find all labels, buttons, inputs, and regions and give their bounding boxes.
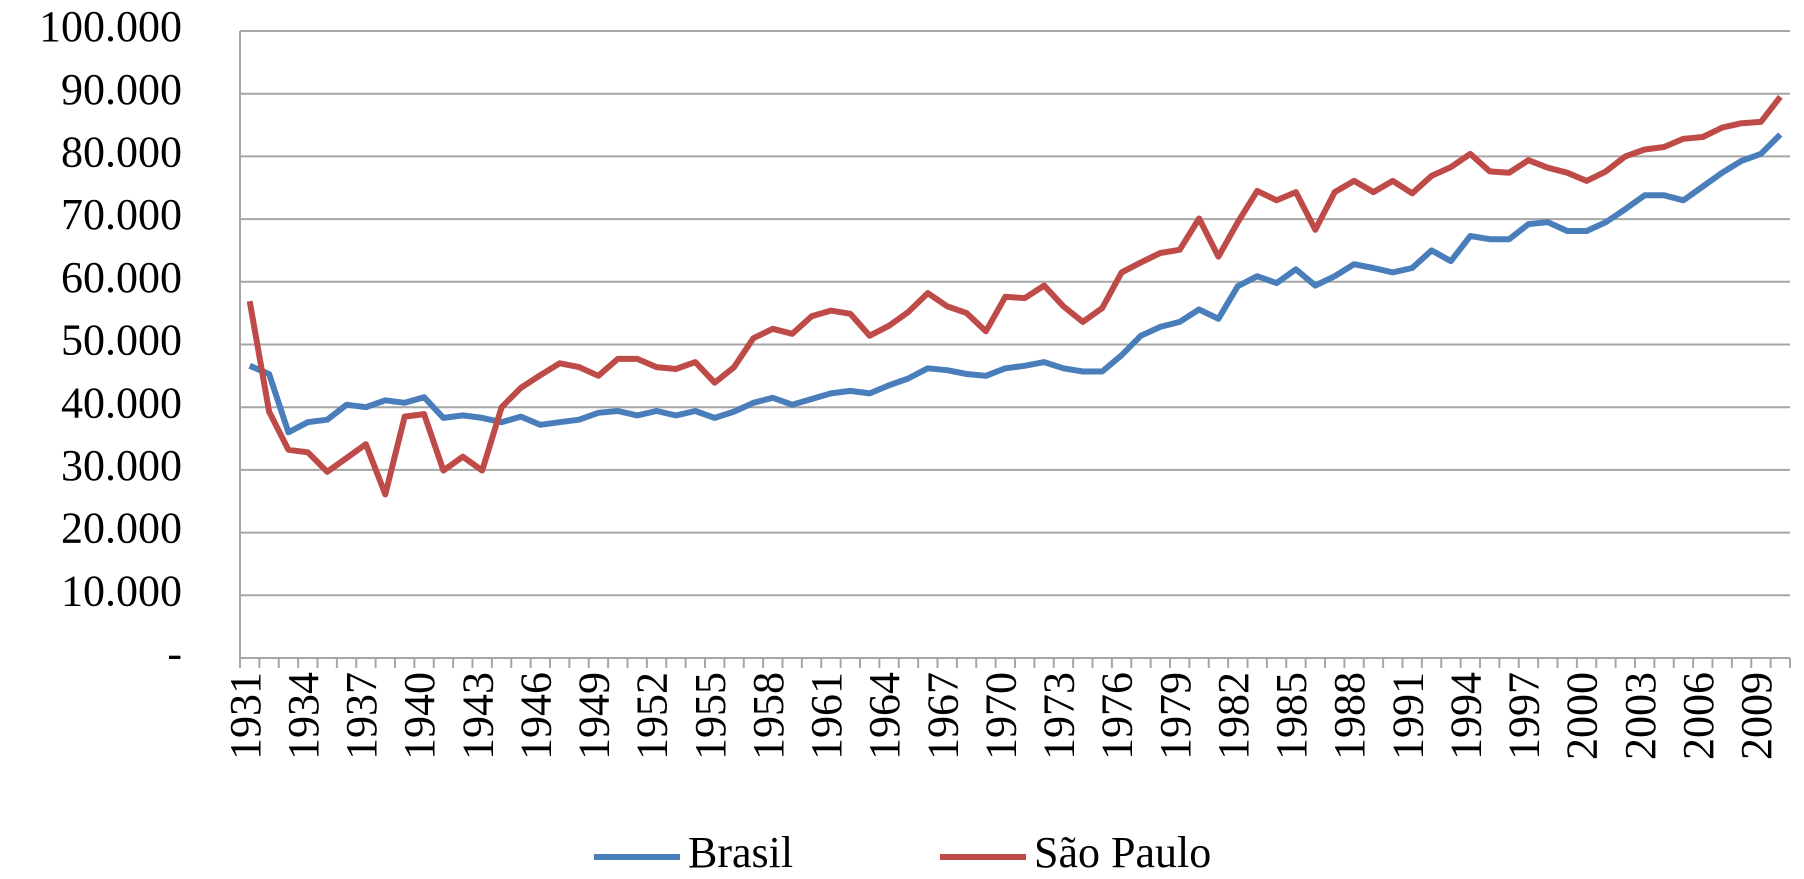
x-tick-label: 1955: [686, 672, 735, 760]
y-tick-label: 70.000: [61, 190, 182, 239]
x-tick-label: 1958: [744, 672, 793, 760]
x-tick-label: 2003: [1616, 672, 1665, 760]
y-tick-label: -: [167, 629, 182, 678]
y-tick-label: 20.000: [61, 504, 182, 553]
x-tick-label: 1949: [570, 672, 619, 760]
x-tick-label: 1931: [221, 672, 270, 760]
x-tick-label: 1997: [1500, 672, 1549, 760]
x-tick-label: 1985: [1267, 672, 1316, 760]
x-tick-label: 1964: [860, 672, 909, 760]
y-tick-label: 90.000: [61, 65, 182, 114]
x-tick-label: 1934: [279, 672, 328, 760]
legend-label: São Paulo: [1034, 828, 1211, 877]
x-tick-label: 1952: [628, 672, 677, 760]
x-tick-label: 2009: [1732, 672, 1781, 760]
x-tick-label: 1982: [1209, 672, 1258, 760]
series-line: [246, 94, 1783, 498]
y-tick-label: 100.000: [39, 2, 182, 51]
y-tick-label: 40.000: [61, 378, 182, 427]
x-tick-label: 1967: [918, 672, 967, 760]
series-line: [248, 132, 1783, 436]
x-tick-label: 1994: [1441, 672, 1490, 760]
y-tick-label: 80.000: [61, 127, 182, 176]
x-tick-label: 1943: [453, 672, 502, 760]
x-tick-label: 2006: [1674, 672, 1723, 760]
y-tick-label: 60.000: [61, 253, 182, 302]
x-tick-label: 1937: [337, 672, 386, 760]
y-tick-label: 10.000: [61, 566, 182, 615]
x-tick-label: 1970: [976, 672, 1025, 760]
legend-label: Brasil: [688, 828, 793, 877]
y-tick-label: 50.000: [61, 316, 182, 365]
y-tick-label: 30.000: [61, 441, 182, 490]
x-tick-label: 1973: [1035, 672, 1084, 760]
x-tick-label: 1979: [1151, 672, 1200, 760]
x-tick-label: 1961: [802, 672, 851, 760]
x-tick-label: 2000: [1558, 672, 1607, 760]
x-tick-label: 1988: [1325, 672, 1374, 760]
x-tick-label: 1976: [1093, 672, 1142, 760]
x-tick-label: 1991: [1383, 672, 1432, 760]
x-tick-label: 1946: [511, 672, 560, 760]
x-tick-label: 1940: [395, 672, 444, 760]
